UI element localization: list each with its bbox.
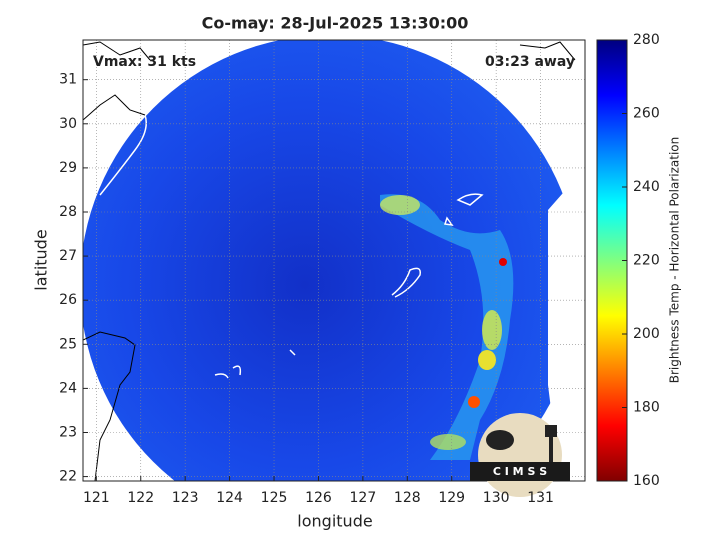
y-axis-label: latitude — [32, 229, 51, 290]
y-tick-label: 27 — [59, 248, 77, 264]
convection — [499, 258, 507, 266]
colorbar-tick-label: 260 — [633, 106, 660, 122]
x-tick-label: 126 — [305, 490, 332, 506]
coastline — [83, 41, 576, 481]
convection — [468, 396, 480, 408]
colorbar-tick-label: 220 — [633, 253, 660, 269]
convection — [430, 434, 466, 450]
x-tick-label: 128 — [394, 490, 421, 506]
x-tick-label: 125 — [261, 490, 288, 506]
x-tick-label: 123 — [172, 490, 199, 506]
swath — [83, 40, 570, 481]
y-tick-label: 22 — [59, 469, 77, 485]
convection — [478, 350, 496, 370]
rainband — [380, 194, 514, 461]
logo-text: C I M S S — [493, 465, 547, 478]
convection — [482, 310, 502, 350]
x-tick-label: 121 — [83, 490, 110, 506]
colorbar-tick-label: 280 — [633, 32, 660, 48]
x-tick-label: 131 — [527, 490, 554, 506]
annotation: 03:23 away — [485, 54, 575, 70]
y-tick-label: 26 — [59, 292, 77, 308]
x-tick-label: 127 — [350, 490, 377, 506]
y-tick-label: 24 — [59, 380, 77, 396]
y-tick-label: 23 — [59, 424, 77, 440]
colorbar-tick-label: 160 — [633, 473, 660, 489]
y-tick-label: 29 — [59, 160, 77, 176]
map-area — [83, 40, 576, 481]
coastline — [99, 89, 546, 379]
x-tick-label: 130 — [483, 490, 510, 506]
x-tick-label: 124 — [216, 490, 243, 506]
annotation: Vmax: 31 kts — [93, 54, 196, 70]
plot-frame — [82, 39, 586, 482]
colorbar-tick-label: 200 — [633, 326, 660, 342]
y-tick-label: 31 — [59, 72, 77, 88]
y-tick-label: 28 — [59, 204, 77, 220]
y-tick-label: 30 — [59, 116, 77, 132]
convection — [380, 195, 420, 215]
colorbar-label: Brightness Temp - Horizontal Polarizatio… — [668, 137, 682, 384]
colorbar-tick-label: 240 — [633, 179, 660, 195]
y-tick-label: 25 — [59, 336, 77, 352]
title: Co-may: 28-Jul-2025 13:30:00 — [202, 14, 469, 33]
x-tick-label: 129 — [438, 490, 465, 506]
x-axis-label: longitude — [297, 512, 372, 531]
x-tick-label: 122 — [127, 490, 154, 506]
colorbar-tick-label: 180 — [633, 400, 660, 416]
